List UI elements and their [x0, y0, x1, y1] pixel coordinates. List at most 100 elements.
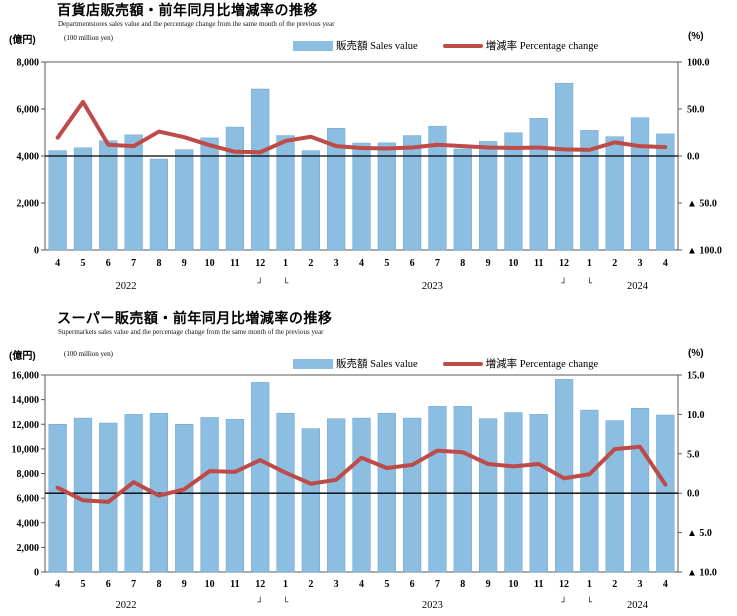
left-axis-label: 10,000 — [12, 444, 40, 455]
bar-month-3 — [327, 128, 346, 251]
month-label: 2 — [308, 579, 313, 590]
bar-month-9 — [175, 149, 194, 251]
legend-label-change: 増減率 Percentage change — [485, 41, 599, 52]
month-label: 12 — [255, 579, 265, 590]
month-label: 4 — [359, 579, 364, 590]
legend: 販売額 Sales value 増減率 Percentage change — [293, 356, 620, 371]
month-label: 1 — [587, 579, 592, 590]
legend-item-sales: 販売額 Sales value — [293, 38, 418, 53]
month-label: 4 — [55, 579, 60, 590]
legend-label-change: 増減率 Percentage change — [485, 359, 599, 370]
legend-item-change: 増減率 Percentage change — [442, 356, 599, 371]
month-label: 1 — [283, 258, 288, 269]
month-label: 8 — [156, 258, 161, 269]
month-label: 6 — [106, 258, 111, 269]
month-label: 10 — [508, 579, 518, 590]
bar-month-5 — [73, 147, 93, 251]
bar-month-6 — [99, 422, 118, 573]
month-label: 3 — [638, 258, 643, 269]
bar-month-1 — [276, 135, 295, 251]
right-axis-label: 50.0 — [687, 105, 705, 116]
bars-group — [48, 379, 675, 573]
right-axis-label: 15.0 — [687, 371, 705, 382]
bar-month-4 — [352, 417, 371, 573]
year-label: 2022 — [116, 281, 137, 292]
left-axis-label: 8,000 — [17, 469, 40, 480]
month-label: 10 — [205, 579, 215, 590]
year-label: 2023 — [422, 281, 443, 292]
bar-month-7 — [428, 406, 447, 573]
left-axis-unit-en: (100 million yen) — [64, 34, 113, 42]
legend-label-sales: 販売額 Sales value — [336, 359, 418, 370]
right-axis-label: 0.0 — [687, 152, 700, 163]
bar-month-8 — [149, 158, 169, 251]
supermarkets-chart: スーパー販売額・前年同月比増減率の推移 Supermarkets sales v… — [0, 308, 737, 616]
bar-month-6 — [403, 417, 422, 573]
bar-month-10 — [504, 412, 523, 573]
percentage-change-line — [55, 444, 668, 504]
bar-series-swatch-icon — [293, 358, 333, 369]
bar-month-2 — [605, 136, 624, 251]
month-label: 7 — [435, 579, 440, 590]
bar-month-1 — [580, 409, 599, 573]
left-axis-label: 4,000 — [17, 152, 40, 163]
left-axis-label: 12,000 — [12, 420, 40, 431]
bar-month-10 — [200, 417, 219, 573]
year-break-mark: └ — [587, 277, 593, 289]
right-axis-label: 0.0 — [687, 489, 700, 500]
line-series-swatch-icon — [442, 361, 483, 366]
month-label: 3 — [334, 579, 339, 590]
left-axis-unit-jp: (億円) — [9, 351, 36, 362]
bar-month-2 — [301, 428, 320, 573]
month-label: 4 — [663, 258, 668, 269]
left-axis-label: 4,000 — [17, 518, 40, 529]
left-axis-label: 8,000 — [17, 58, 40, 69]
month-label: 6 — [410, 579, 415, 590]
year-label: 2022 — [116, 600, 137, 611]
right-axis-unit: (%) — [688, 31, 704, 42]
chart-title: 百貨店販売額・前年同月比増減率の推移 — [57, 2, 318, 18]
bar-series-swatch-icon — [293, 40, 333, 51]
month-label: 7 — [131, 258, 136, 269]
bar-month-7 — [124, 134, 143, 251]
left-axis-unit-en: (100 million yen) — [64, 350, 113, 358]
month-label: 12 — [559, 258, 569, 269]
month-label: 2 — [612, 579, 617, 590]
year-break-mark: └ — [283, 277, 289, 289]
month-label: 12 — [255, 258, 265, 269]
bar-month-9 — [478, 141, 498, 251]
year-label: 2023 — [422, 600, 443, 611]
left-axis-label: 16,000 — [12, 371, 40, 382]
bar-month-11 — [529, 118, 548, 251]
bar-month-4 — [48, 150, 67, 251]
bar-month-12 — [251, 382, 270, 573]
month-label: 4 — [359, 258, 364, 269]
month-label: 11 — [534, 579, 543, 590]
month-label: 3 — [334, 258, 339, 269]
month-label: 4 — [663, 579, 668, 590]
year-label: 2024 — [627, 281, 649, 292]
month-label: 9 — [486, 579, 491, 590]
legend-label-sales: 販売額 Sales value — [336, 41, 418, 52]
month-label: 6 — [410, 258, 415, 269]
right-axis-label: 100.0 — [687, 58, 710, 69]
bar-month-6 — [403, 135, 422, 251]
department-stores-chart: 百貨店販売額・前年同月比増減率の推移 Departmentstores sale… — [9, 2, 722, 292]
month-label: 10 — [508, 258, 518, 269]
bars-group — [48, 82, 675, 251]
year-break-mark: └ — [587, 596, 593, 608]
bar-month-5 — [377, 142, 396, 251]
month-label: 11 — [230, 579, 239, 590]
month-label: 5 — [384, 258, 389, 269]
legend: 販売額 Sales value 増減率 Percentage change — [293, 38, 620, 53]
right-axis-label: ▲ 5.0 — [687, 528, 712, 539]
bar-month-10 — [200, 137, 219, 251]
bar-month-9 — [478, 418, 498, 573]
month-label: 5 — [80, 258, 85, 269]
bar-month-1 — [580, 130, 599, 251]
bar-month-2 — [605, 420, 624, 573]
month-label: 8 — [156, 579, 161, 590]
month-label: 1 — [587, 258, 592, 269]
month-label: 2 — [612, 258, 617, 269]
